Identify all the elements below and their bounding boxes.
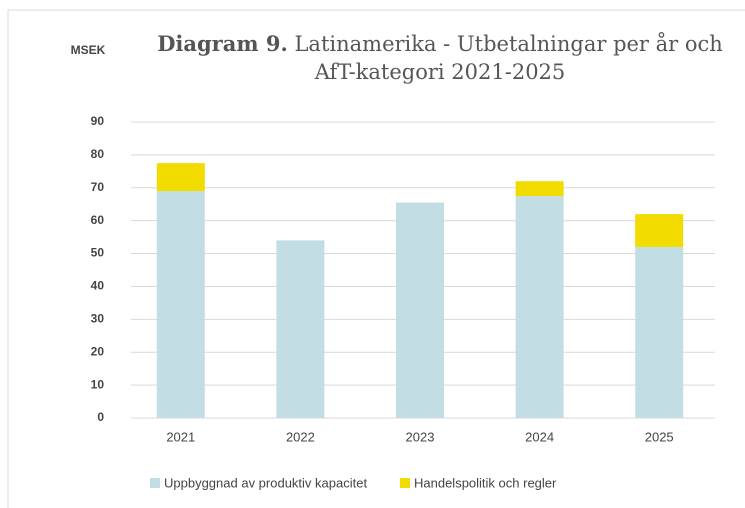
bar-segment <box>515 196 564 418</box>
bar-segment <box>156 163 205 192</box>
y-tick-label: 90 <box>91 114 105 128</box>
legend-label: Uppbyggnad av produktiv kapacitet <box>164 475 367 490</box>
y-tick-label: 40 <box>91 279 105 293</box>
y-tick-label: 10 <box>91 377 105 391</box>
y-tick-label: 30 <box>91 312 105 326</box>
bar-segment <box>156 191 205 418</box>
legend-label: Handelspolitik och regler <box>414 475 557 490</box>
frame <box>7 9 745 508</box>
bar-segment <box>635 246 684 418</box>
y-tick-label: 0 <box>97 410 104 424</box>
x-tick-label: 2022 <box>286 429 315 444</box>
bar-segment <box>396 202 444 418</box>
legend-swatch <box>150 478 160 488</box>
legend-swatch <box>400 478 410 488</box>
y-tick-label: 50 <box>91 246 105 260</box>
y-tick-label: 20 <box>91 344 105 358</box>
x-tick-label: 2021 <box>166 429 195 444</box>
y-tick-label: 80 <box>91 147 105 161</box>
title-bold: Diagram 9. <box>157 31 288 56</box>
bar-segment <box>635 214 684 247</box>
y-tick-label: 70 <box>91 180 105 194</box>
x-tick-label: 2023 <box>406 429 435 444</box>
y-tick-label: 60 <box>91 213 105 227</box>
x-tick-label: 2024 <box>525 429 554 444</box>
bar-segment <box>515 181 564 196</box>
y-axis-label: MSEK <box>71 43 106 57</box>
x-tick-label: 2025 <box>645 429 674 444</box>
title-text: Latinamerika - Utbetalningar per år och … <box>294 32 723 84</box>
chart-title: Diagram 9. Latinamerika - Utbetalningar … <box>140 30 740 86</box>
bar-segment <box>276 240 325 418</box>
